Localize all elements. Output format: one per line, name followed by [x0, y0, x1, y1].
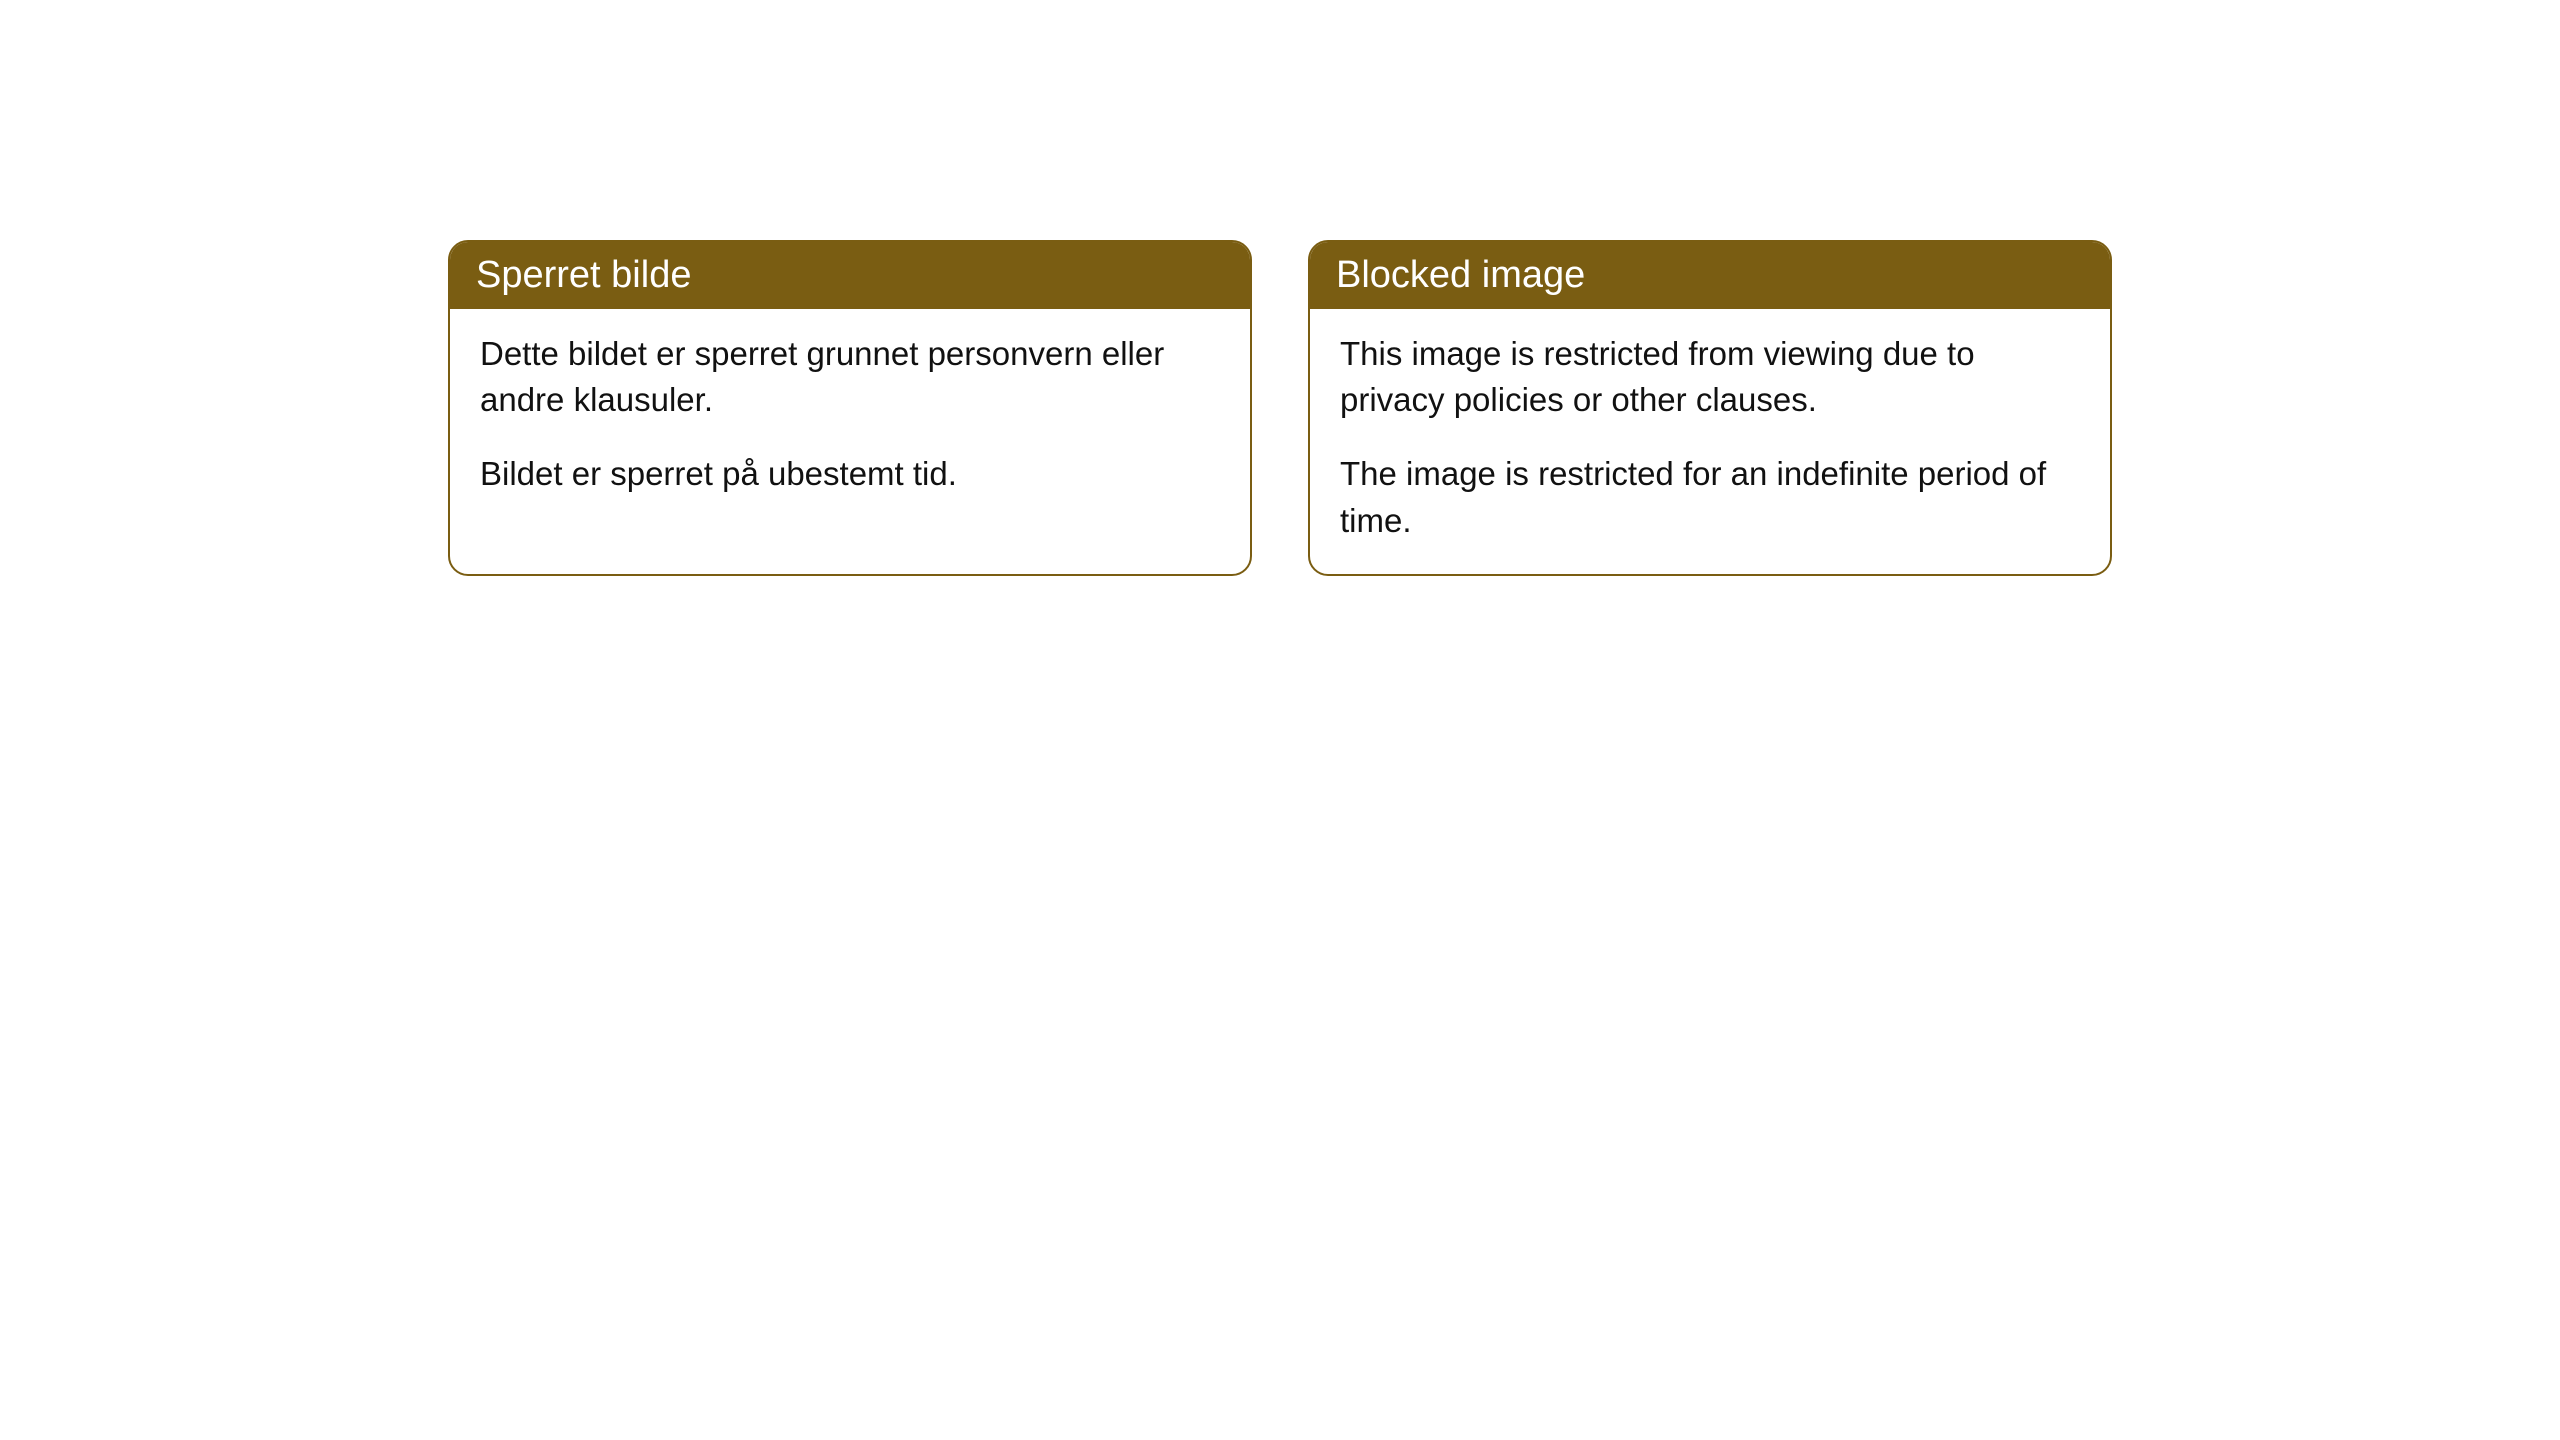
blocked-image-card-no: Sperret bilde Dette bildet er sperret gr… [448, 240, 1252, 576]
card-header-no: Sperret bilde [450, 242, 1250, 309]
card-body-p1-en: This image is restricted from viewing du… [1340, 331, 2080, 423]
card-body-no: Dette bildet er sperret grunnet personve… [450, 309, 1250, 528]
card-body-p2-no: Bildet er sperret på ubestemt tid. [480, 451, 1220, 497]
card-body-en: This image is restricted from viewing du… [1310, 309, 2110, 574]
card-header-en: Blocked image [1310, 242, 2110, 309]
notice-container: Sperret bilde Dette bildet er sperret gr… [0, 0, 2560, 576]
card-body-p2-en: The image is restricted for an indefinit… [1340, 451, 2080, 543]
card-body-p1-no: Dette bildet er sperret grunnet personve… [480, 331, 1220, 423]
blocked-image-card-en: Blocked image This image is restricted f… [1308, 240, 2112, 576]
